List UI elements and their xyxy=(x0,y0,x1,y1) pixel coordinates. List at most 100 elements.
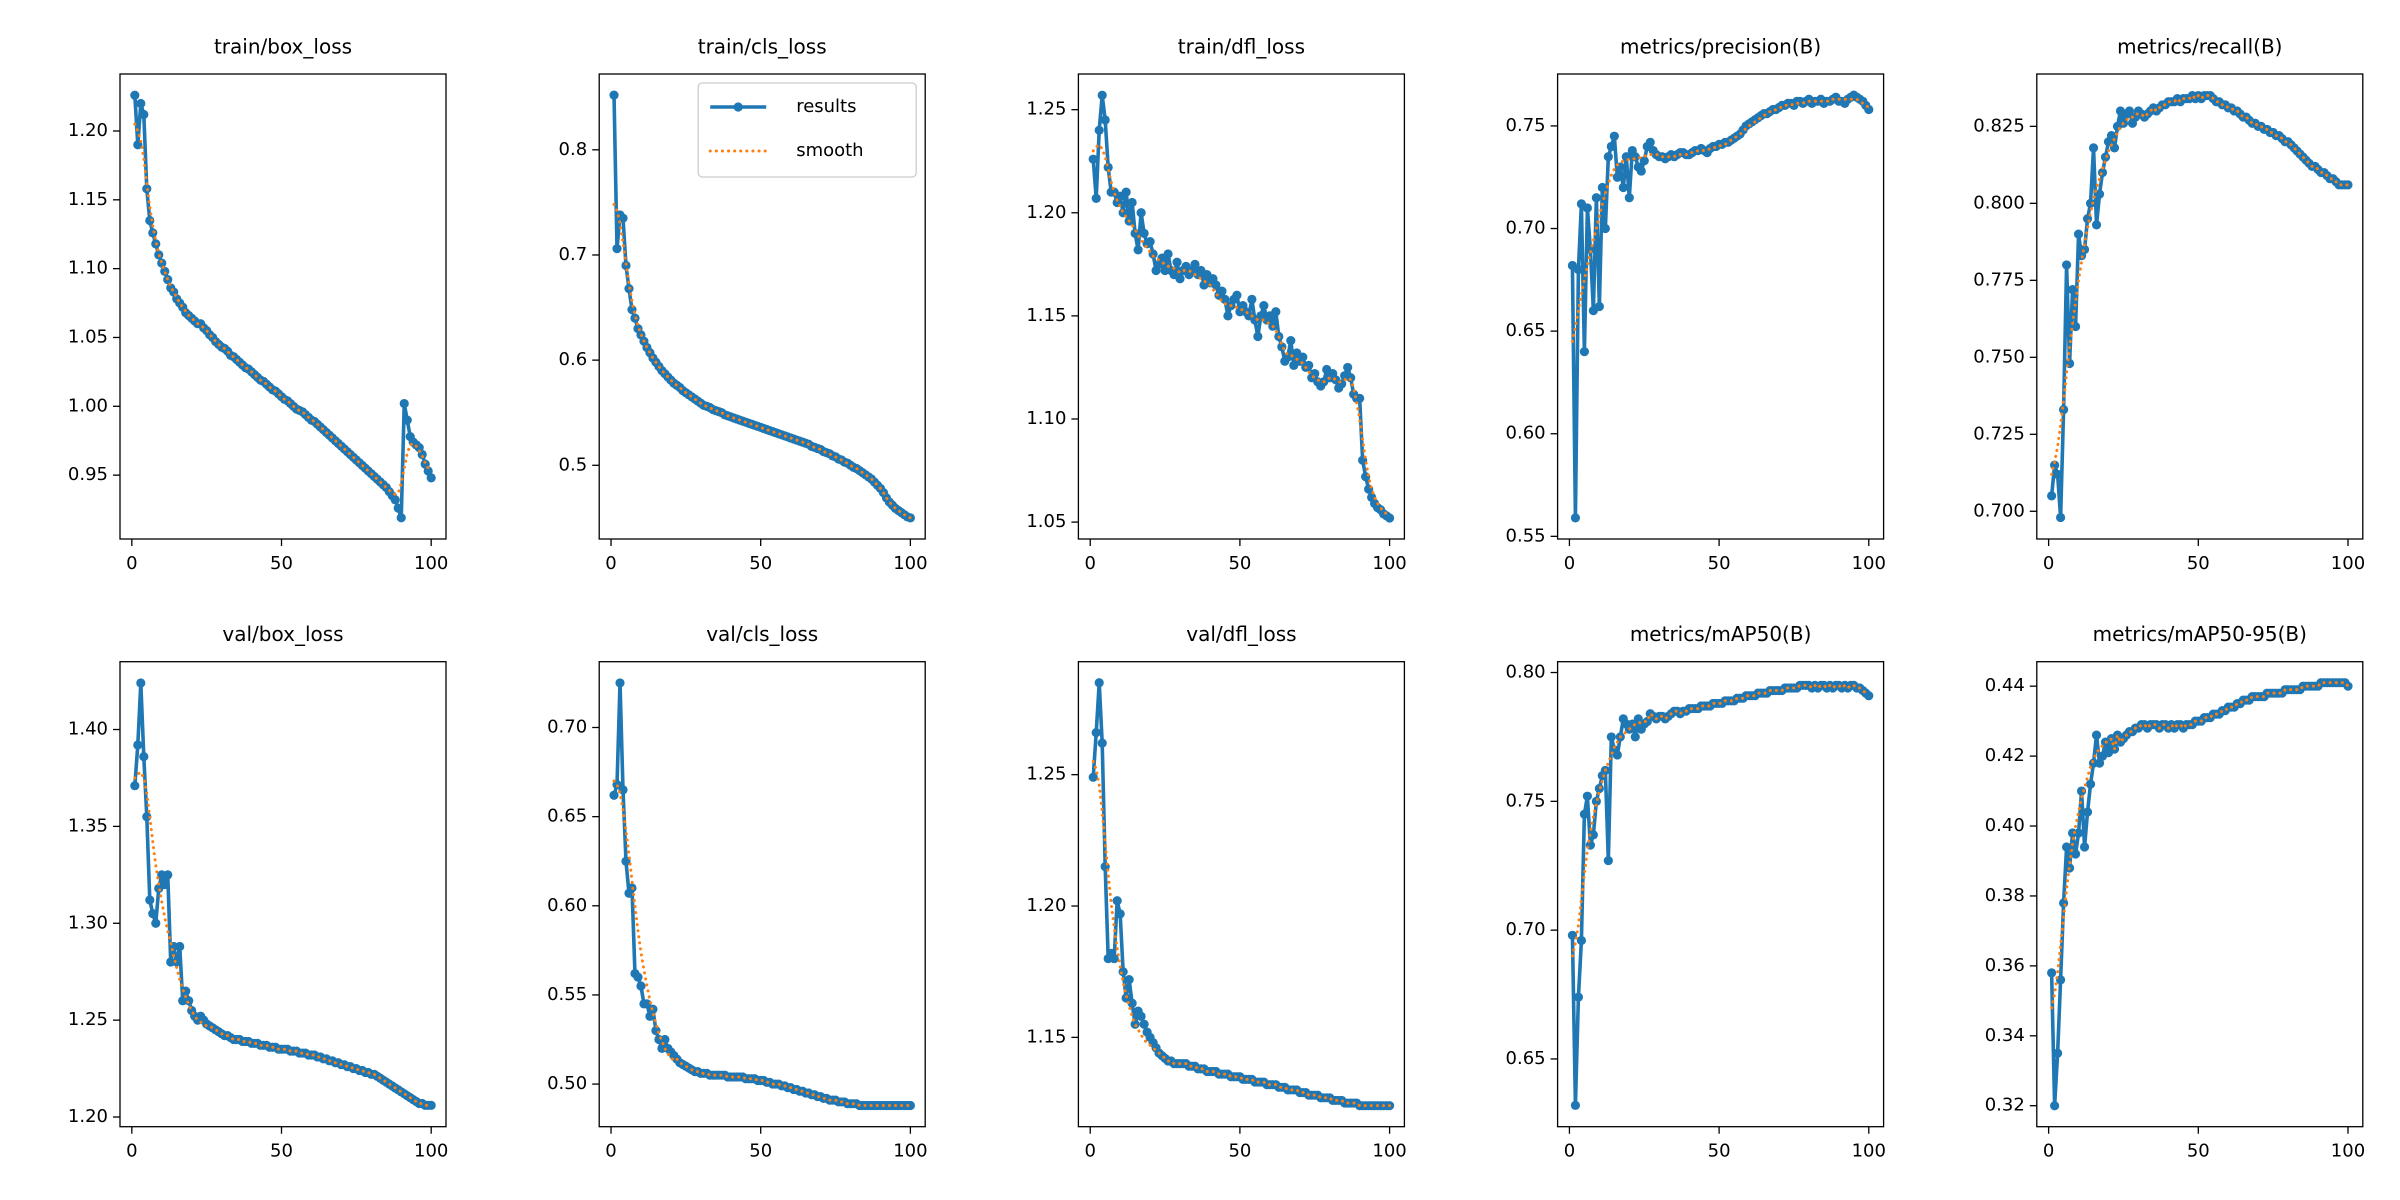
y-tick-label: 1.35 xyxy=(68,815,108,836)
point xyxy=(1624,193,1634,203)
axes-frame xyxy=(1556,661,1885,1128)
y-tick-label: 0.75 xyxy=(1506,790,1546,811)
point xyxy=(181,986,191,996)
point xyxy=(160,266,170,276)
y-tick-label: 0.60 xyxy=(1506,423,1546,444)
point xyxy=(1609,131,1619,141)
point xyxy=(1220,294,1230,304)
subplot: train/dfl_loss 1.05 1.10 1.15 1.20 1.25 0 50 100 xyxy=(1026,35,1406,575)
point xyxy=(1633,714,1643,724)
subplot: val/dfl_loss 1.15 1.20 1.25 0 50 100 xyxy=(1026,622,1406,1161)
x-tick-label: 0 xyxy=(126,1141,137,1162)
plot-area xyxy=(1088,678,1395,1111)
point xyxy=(1115,909,1125,919)
chart-title: val/box_loss xyxy=(222,622,343,646)
point xyxy=(1283,352,1293,362)
point xyxy=(399,398,409,409)
point xyxy=(1217,286,1227,296)
subplot: metrics/recall(B) 0.700 0.725 0.750 0.775 0.8… xyxy=(1973,35,2365,575)
chart-title: metrics/precision(B) xyxy=(1620,35,1821,59)
point xyxy=(1346,373,1356,383)
point xyxy=(402,415,412,425)
y-tick-label: 0.70 xyxy=(1506,919,1546,940)
smooth-line xyxy=(133,122,433,496)
point xyxy=(1591,193,1601,203)
point xyxy=(1618,182,1628,193)
x-tick-label: 50 xyxy=(1708,553,1731,574)
y-tick-label: 0.65 xyxy=(1506,320,1546,341)
x-tick-label: 100 xyxy=(1372,1141,1406,1162)
point xyxy=(1570,513,1581,523)
point xyxy=(1094,125,1104,135)
point xyxy=(139,109,149,120)
point xyxy=(184,996,194,1006)
y-tick-label: 1.20 xyxy=(68,1106,108,1127)
subplot: train/box_loss 0.95 1.00 1.05 1.10 1.15 1.20 0 5… xyxy=(68,35,448,575)
point xyxy=(1343,362,1353,373)
point xyxy=(1118,967,1128,977)
y-tick-label: 0.50 xyxy=(547,1073,587,1094)
x-tick-label: 100 xyxy=(1372,553,1406,574)
point xyxy=(2073,229,2084,239)
x-tick-label: 100 xyxy=(2331,1141,2365,1162)
smooth-line xyxy=(1570,97,1871,343)
subplot: metrics/precision(B) 0.55 0.60 0.65 0.70 0.75… xyxy=(1506,35,1886,575)
y-tick-label: 1.20 xyxy=(68,120,108,141)
subplot: metrics/mAP50(B) 0.65 0.70 0.75 0.80 0 50 100 xyxy=(1506,622,1886,1161)
point xyxy=(1247,294,1257,304)
y-tick-label: 0.40 xyxy=(1985,815,2025,836)
point xyxy=(423,466,433,476)
point xyxy=(2067,284,2078,295)
point xyxy=(1136,208,1146,218)
point xyxy=(1384,513,1395,523)
point xyxy=(1645,137,1655,147)
y-tick-label: 0.65 xyxy=(1506,1048,1546,1069)
x-tick-label: 0 xyxy=(126,553,137,574)
smooth-line xyxy=(133,770,433,1107)
y-tick-label: 0.700 xyxy=(1973,500,2025,521)
point xyxy=(2053,1048,2063,1058)
plot-area xyxy=(609,90,915,523)
point xyxy=(396,513,406,523)
point xyxy=(2058,405,2069,415)
point xyxy=(1097,90,1107,100)
plot-area xyxy=(2047,90,2353,523)
y-tick-label: 1.20 xyxy=(1026,895,1066,916)
y-tick-label: 0.65 xyxy=(547,806,587,827)
x-tick-label: 0 xyxy=(1084,1141,1095,1162)
point xyxy=(1175,274,1185,284)
chart-title: metrics/mAP50-95(B) xyxy=(2093,622,2307,646)
point xyxy=(1582,791,1592,801)
point xyxy=(1579,809,1589,819)
point xyxy=(1642,716,1652,727)
point xyxy=(142,812,152,822)
chart-title: metrics/recall(B) xyxy=(2117,35,2282,59)
point xyxy=(1630,152,1640,162)
x-tick-label: 50 xyxy=(270,1141,293,1162)
x-tick-label: 50 xyxy=(1708,1141,1731,1162)
point xyxy=(1630,732,1640,742)
y-tick-label: 0.750 xyxy=(1973,346,2025,367)
point xyxy=(2082,807,2093,817)
x-tick-label: 100 xyxy=(414,1141,448,1162)
point xyxy=(2047,491,2057,501)
x-tick-label: 0 xyxy=(1564,553,1575,574)
y-tick-label: 0.44 xyxy=(1985,675,2025,696)
point xyxy=(151,918,161,928)
y-tick-label: 1.00 xyxy=(68,395,108,416)
point xyxy=(2106,130,2117,141)
y-tick-label: 1.15 xyxy=(68,189,108,210)
point xyxy=(1124,974,1134,985)
point xyxy=(160,879,170,890)
point xyxy=(615,678,625,688)
point xyxy=(426,473,436,483)
x-tick-label: 0 xyxy=(2043,1141,2054,1162)
y-tick-label: 0.34 xyxy=(1985,1025,2025,1046)
point xyxy=(1612,750,1622,760)
point xyxy=(1127,197,1137,208)
chart-title: train/dfl_loss xyxy=(1178,35,1305,59)
x-tick-label: 0 xyxy=(1084,553,1095,574)
point xyxy=(1271,307,1281,317)
